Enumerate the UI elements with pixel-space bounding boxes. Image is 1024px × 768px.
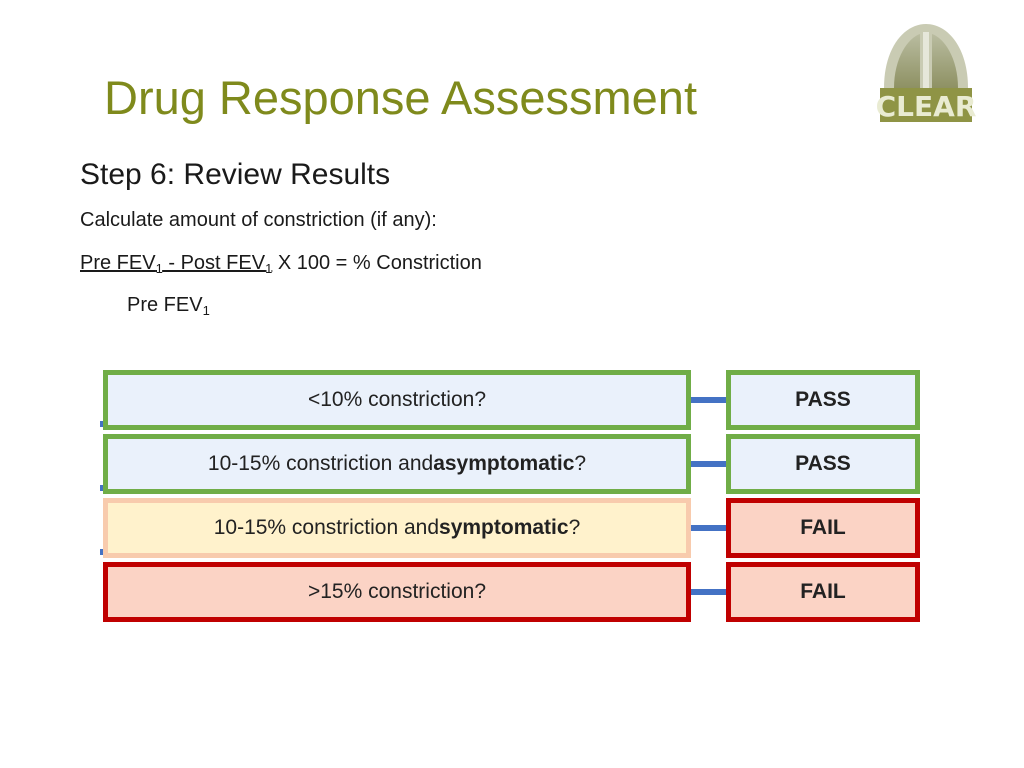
- connector-line: [690, 589, 730, 595]
- criterion-box: <10% constriction?: [103, 370, 691, 430]
- criterion-box: 10-15% constriction and asymptomatic?: [103, 434, 691, 494]
- assessment-row: 10-15% constriction and symptomatic? FAI…: [100, 498, 924, 558]
- assessment-row: 10-15% constriction and asymptomatic? PA…: [100, 434, 924, 494]
- assessment-row: <10% constriction? PASS: [100, 370, 924, 430]
- step-heading: Step 6: Review Results: [80, 158, 391, 191]
- instruction-text: Calculate amount of constriction (if any…: [80, 209, 437, 231]
- svg-text:CLEAR: CLEAR: [876, 90, 976, 123]
- result-pass-box: PASS: [726, 434, 920, 494]
- formula-numerator: Pre FEV1 - Post FEV1 X 100 = % Constrict…: [80, 252, 482, 276]
- criterion-box: 10-15% constriction and symptomatic?: [103, 498, 691, 558]
- result-fail-box: FAIL: [726, 498, 920, 558]
- assessment-row: >15% constriction? FAIL: [100, 562, 924, 622]
- connector-line: [690, 397, 730, 403]
- slide-title: Drug Response Assessment: [104, 71, 698, 124]
- result-fail-box: FAIL: [726, 562, 920, 622]
- connector-line: [690, 461, 730, 467]
- connector-line: [690, 525, 730, 531]
- criterion-box: >15% constriction?: [103, 562, 691, 622]
- assessment-flow: <10% constriction? PASS 10-15% constrict…: [100, 370, 924, 626]
- formula-denominator: Pre FEV1: [127, 294, 210, 318]
- clear-logo: CLEAR: [876, 24, 976, 123]
- result-pass-box: PASS: [726, 370, 920, 430]
